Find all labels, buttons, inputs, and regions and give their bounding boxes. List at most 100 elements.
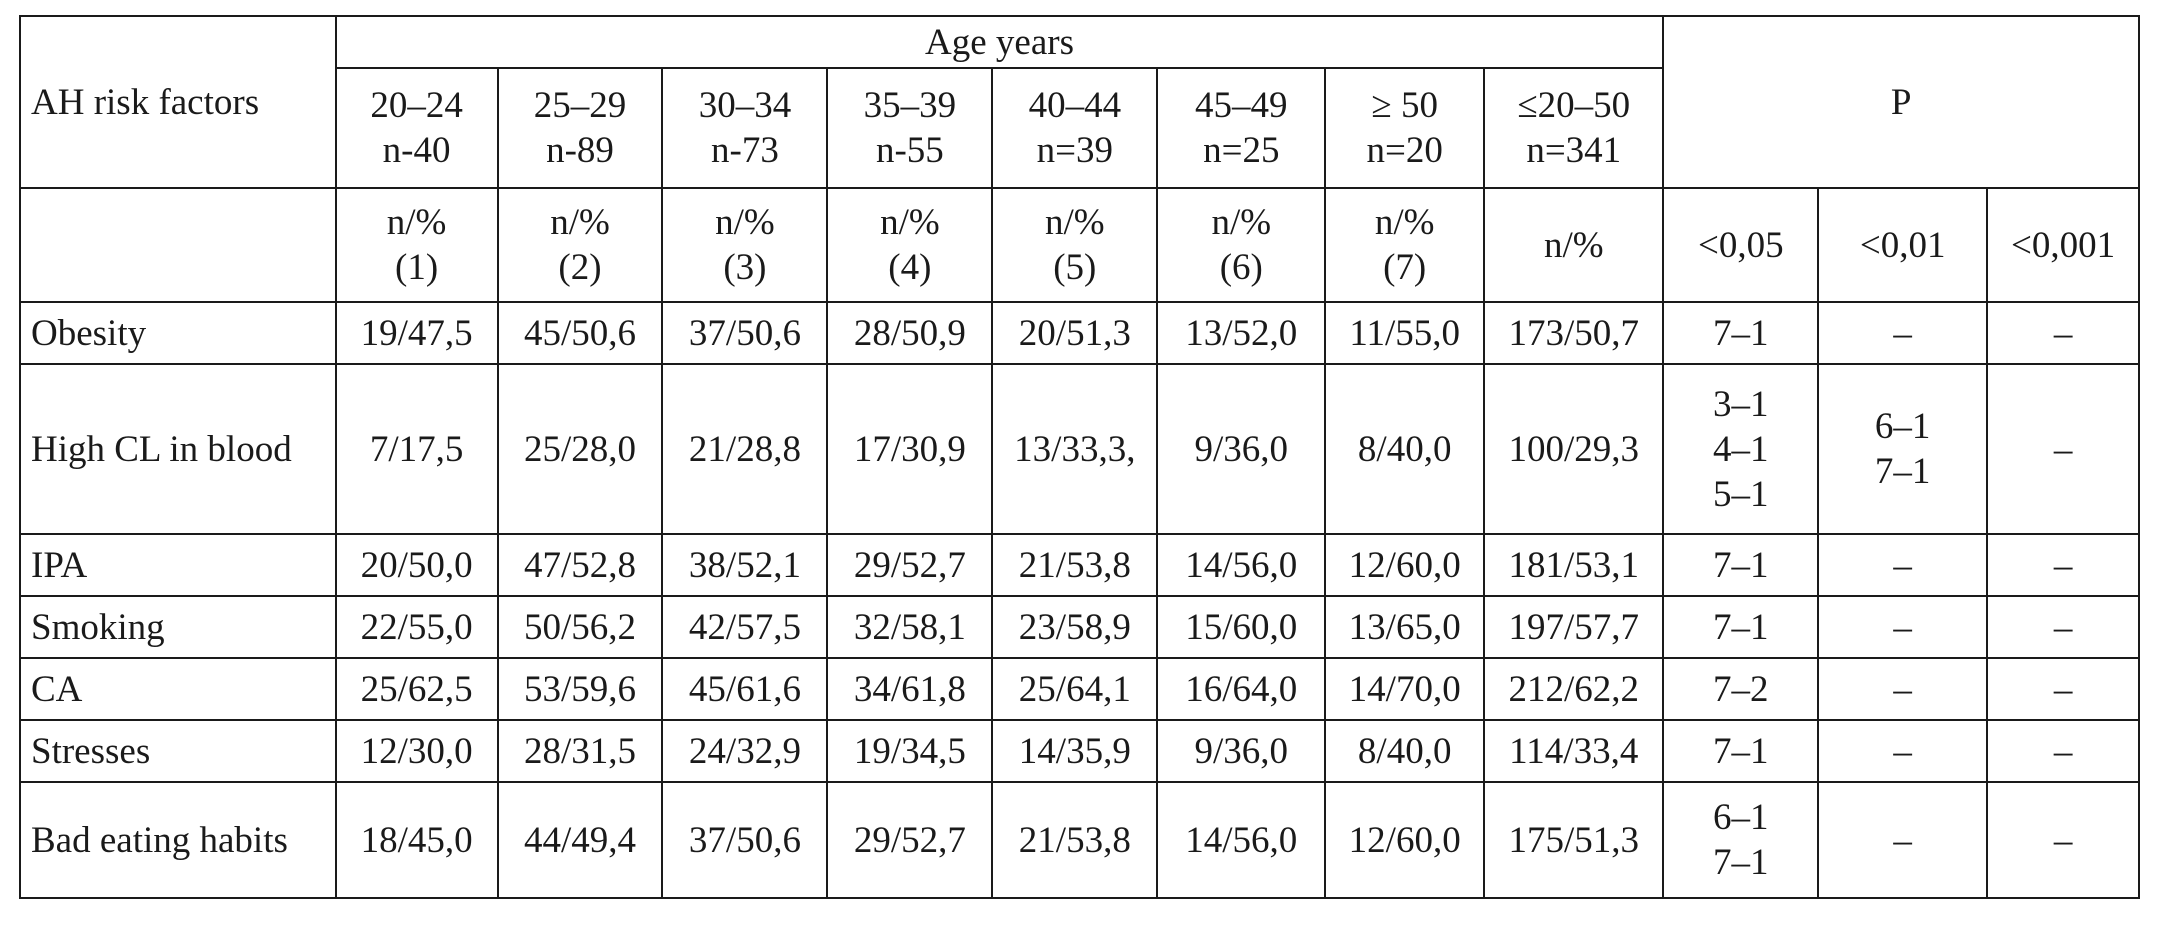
significance-pair: – [1893, 312, 1912, 354]
value-cell: 13/52,0 [1156, 301, 1327, 365]
significance-pair: 7–1 [1713, 842, 1769, 883]
value-cell: 32/58,1 [826, 595, 994, 659]
table-row: Smoking 22/55,0 50/56,2 42/57,5 32/58,1 23/58… [19, 595, 2140, 659]
significance-pair: – [2053, 428, 2073, 470]
significance-cell-p01: – [1817, 781, 1989, 899]
p-header: P [1662, 15, 2140, 189]
count-percent-value: 29/52,7 [853, 544, 966, 586]
count-percent-value: 12/60,0 [1348, 819, 1461, 861]
header-row-3: n/% (1) n/% (2) n/% (3) n/% (4) n/% (5) n/% (6) n/%(… [19, 187, 2140, 303]
count-percent-value: 37/50,6 [688, 819, 801, 861]
age-range-label: 30–34 [698, 85, 792, 126]
value-cell: 17/30,9 [826, 363, 994, 535]
header-row-2: 20–24 n-40 25–29 n-89 30–34 n-73 35–39 n-55 40–4… [20, 67, 2139, 189]
significance-pair: – [2053, 668, 2073, 710]
significance-pair: – [2053, 606, 2073, 648]
significance-cell-p001: – [1986, 533, 2140, 597]
table-row: Stresses 12/30,0 28/31,5 24/32,9 19/34,5 14/3… [19, 719, 2140, 783]
count-percent-value: 34/61,8 [853, 668, 966, 710]
unit-label: n/% [880, 202, 940, 243]
p-level-cell: <0,001 [1986, 187, 2140, 303]
significance-pair: 7–1 [1713, 730, 1769, 772]
count-percent-value: 21/28,8 [688, 428, 801, 470]
group-size-label: n-73 [711, 130, 779, 171]
value-cell: 25/64,1 [991, 657, 1159, 721]
age-range-label: 45–49 [1195, 85, 1288, 126]
count-percent-value: 14/70,0 [1348, 668, 1461, 710]
header-row-1: AH risk factors Age years P [19, 15, 2140, 189]
value-cell: 21/28,8 [661, 363, 829, 535]
value-cell: 14/56,0 [1156, 533, 1327, 597]
value-cell: 12/60,0 [1324, 533, 1486, 597]
value-cell: 212/62,2 [1483, 657, 1665, 721]
risk-factor-label: IPA [31, 544, 88, 586]
count-percent-value: 45/61,6 [688, 668, 801, 710]
value-cell: 181/53,1 [1483, 533, 1665, 597]
group-size-label: n-55 [875, 130, 944, 171]
significance-cell-p05: 7–1 [1662, 533, 1820, 597]
age-group-cell: 20–24 n-40 [334, 67, 499, 189]
value-cell: 18/45,0 [334, 781, 499, 899]
value-cell: 12/60,0 [1324, 781, 1486, 899]
significance-cell-p05: 3–1 4–1 5–1 [1662, 363, 1820, 535]
table-row: High CL in blood 7/17,5 25/28,0 21/28,8 17/3… [19, 363, 2140, 535]
count-percent-value: 47/52,8 [523, 544, 637, 586]
significance-pair: 6–1 [1874, 406, 1931, 447]
count-percent-value: 100/29,3 [1508, 428, 1640, 470]
count-percent-value: 12/60,0 [1348, 544, 1461, 586]
table-row: Bad eating habits 18/45,0 44/49,4 37/50,6 29… [19, 781, 2140, 899]
significance-pair: 6–1 [1713, 797, 1769, 838]
significance-pair: 7–1 [1713, 544, 1769, 586]
value-cell: 50/56,2 [496, 595, 664, 659]
count-percent-value: 29/52,7 [853, 819, 966, 861]
unit-cell: n/% (4) [826, 187, 994, 303]
column-index-label: (7) [1383, 247, 1427, 288]
value-cell: 34/61,8 [826, 657, 994, 721]
p-level-label: <0,05 [1697, 224, 1784, 266]
significance-cell-p05: 7–2 [1662, 657, 1820, 721]
value-cell: 21/53,8 [991, 533, 1159, 597]
table-row: CA 25/62,5 53/59,6 45/61,6 34/61,8 25/64,1 16/… [19, 657, 2140, 721]
significance-pair: 4–1 [1713, 428, 1769, 470]
value-cell: 12/30,0 [334, 719, 499, 783]
risk-factor-table: AH risk factors Age years P 20–24 n-40 25–… [19, 15, 2140, 899]
count-percent-value: 13/65,0 [1348, 606, 1461, 648]
age-group-cell: 45–49 n=25 [1156, 67, 1327, 189]
count-percent-value: 42/57,5 [688, 606, 801, 648]
significance-pair: – [2053, 544, 2073, 586]
column-index-label: (2) [558, 247, 602, 288]
significance-pair: 7–1 [1713, 312, 1769, 354]
count-percent-value: 37/50,6 [688, 312, 801, 354]
significance-cell-p05: 7–1 [1662, 595, 1820, 659]
value-cell: 24/32,9 [661, 719, 829, 783]
value-cell: 29/52,7 [826, 781, 994, 899]
age-range-label: ≤20–50 [1517, 85, 1631, 126]
risk-factor-cell: High CL in blood [19, 363, 337, 535]
age-range-label: 35–39 [863, 85, 957, 126]
group-size-label: n=39 [1036, 130, 1113, 171]
significance-cell-p01: – [1817, 657, 1989, 721]
risk-factor-cell: Smoking [19, 595, 337, 659]
unit-label: n/% [386, 202, 447, 243]
value-cell: 9/36,0 [1156, 363, 1327, 535]
count-percent-value: 38/52,1 [688, 544, 801, 586]
value-cell: 19/47,5 [334, 301, 499, 365]
unit-label: n/% [715, 202, 775, 243]
significance-pair: – [2053, 312, 2073, 354]
value-cell: 42/57,5 [661, 595, 829, 659]
significance-pair: – [1893, 668, 1912, 710]
value-cell: 11/55,0 [1324, 301, 1486, 365]
p-level-cell: <0,01 [1817, 187, 1989, 303]
age-group-cell: 40–44 n=39 [991, 67, 1159, 189]
significance-pair: 3–1 [1713, 383, 1769, 425]
value-cell: 13/33,3, [991, 363, 1159, 535]
significance-pair: – [1893, 819, 1912, 861]
value-cell: 44/49,4 [496, 781, 664, 899]
value-cell: 20/51,3 [991, 301, 1159, 365]
value-cell: 25/62,5 [334, 657, 499, 721]
count-percent-value: 16/64,0 [1185, 668, 1298, 710]
risk-factor-cell: Stresses [19, 719, 337, 783]
table-row: IPA 20/50,0 47/52,8 38/52,1 29/52,7 21/53,8 14… [19, 533, 2140, 597]
count-percent-value: 114/33,4 [1509, 730, 1639, 772]
count-percent-value: 21/53,8 [1018, 544, 1131, 586]
